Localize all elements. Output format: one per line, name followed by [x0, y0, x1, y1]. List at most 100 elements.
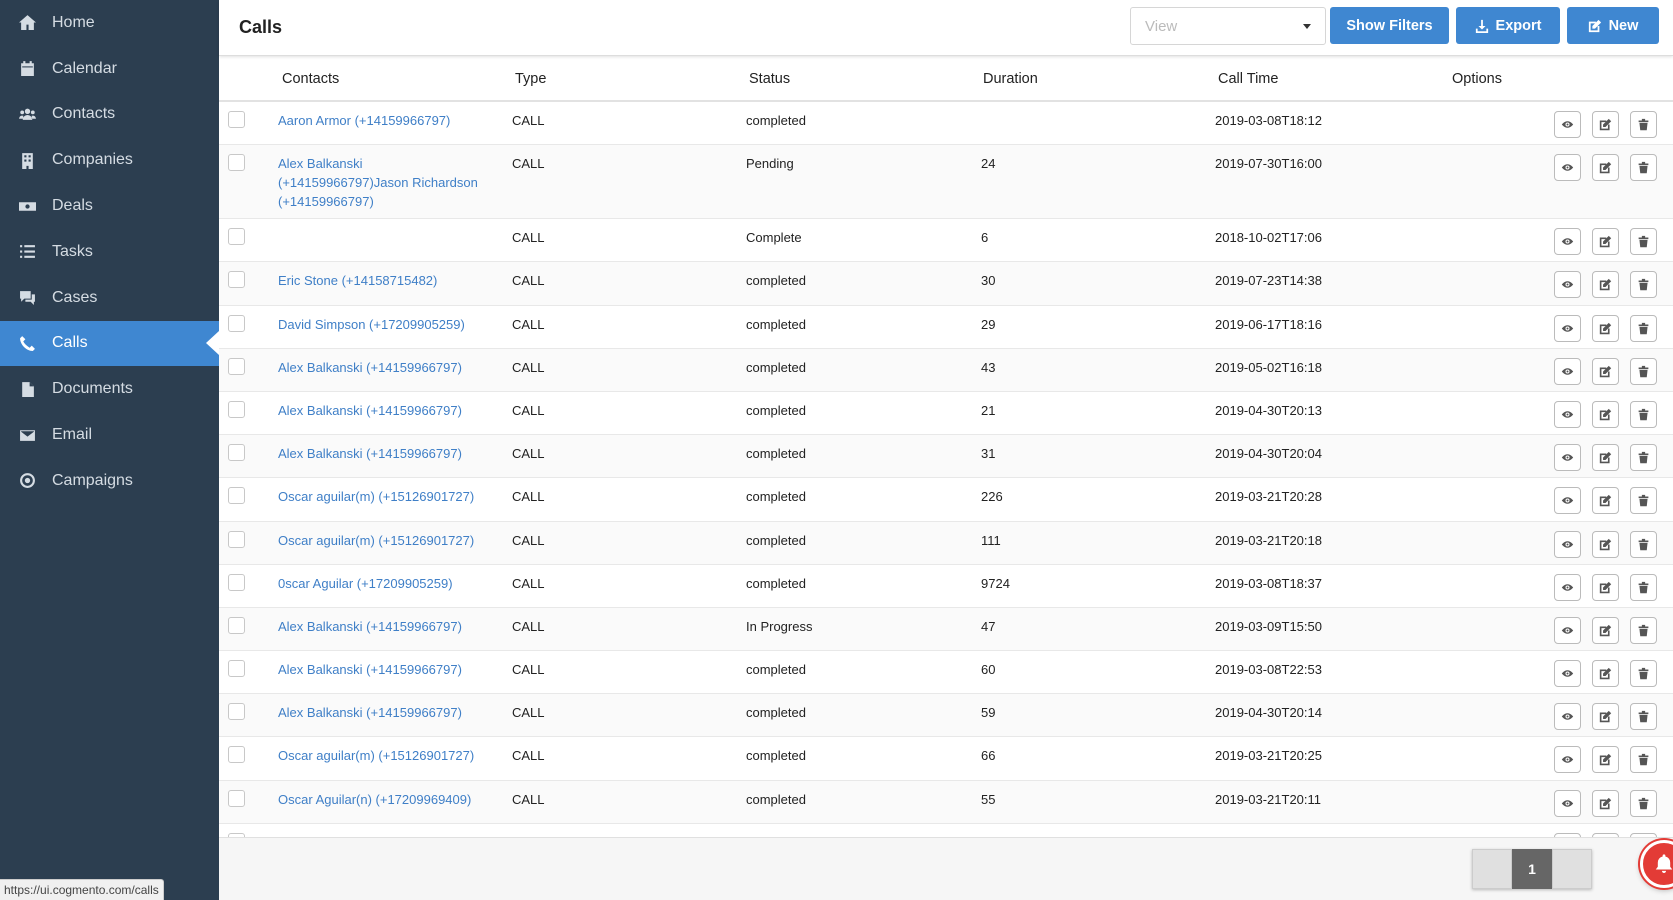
sidebar-item-calls[interactable]: Calls	[0, 320, 219, 367]
view-button[interactable]	[1554, 530, 1581, 558]
contact-link[interactable]: Alex Balkanski (+14159966797)	[278, 402, 462, 418]
edit-button[interactable]	[1592, 271, 1619, 299]
edit-button[interactable]	[1592, 228, 1619, 256]
delete-button[interactable]	[1630, 314, 1657, 342]
delete-button[interactable]	[1630, 616, 1657, 644]
prev-page-button[interactable]	[1472, 849, 1512, 889]
sidebar-item-cases[interactable]: Cases	[0, 275, 219, 321]
delete-button[interactable]	[1630, 271, 1657, 299]
contact-link[interactable]: 0scar Aguilar (+17209905259)	[278, 575, 453, 591]
next-page-button[interactable]	[1552, 849, 1592, 889]
view-button[interactable]	[1554, 746, 1581, 774]
row-checkbox[interactable]	[228, 530, 245, 548]
contact-link[interactable]: Oscar aguilar(m) (+15126901727)	[278, 532, 475, 548]
edit-button[interactable]	[1592, 400, 1619, 428]
delete-button[interactable]	[1630, 703, 1657, 731]
view-button[interactable]	[1554, 357, 1581, 385]
contact-link[interactable]: Alex Balkanski (+14159966797)	[278, 359, 462, 375]
contact-link[interactable]: Alex Balkanski (+14159966797)	[278, 705, 462, 721]
contact-link[interactable]: Oscar aguilar(m) (+15126901727)	[278, 489, 475, 505]
row-checkbox[interactable]	[228, 832, 245, 837]
contact-link[interactable]: Alex Balkanski (+14159966797)Jason Richa…	[278, 156, 478, 210]
view-button[interactable]	[1554, 444, 1581, 472]
edit-button[interactable]	[1592, 660, 1619, 688]
delete-button[interactable]	[1630, 400, 1657, 428]
edit-button[interactable]	[1592, 487, 1619, 515]
contact-link[interactable]: Alex Balkanski (+14159966797)	[278, 446, 462, 462]
sidebar-item-calendar[interactable]: Calendar	[0, 46, 219, 92]
row-checkbox[interactable]	[228, 660, 245, 678]
delete-button[interactable]	[1630, 444, 1657, 472]
view-button[interactable]	[1554, 703, 1581, 731]
new-button[interactable]: New	[1567, 7, 1659, 44]
contact-link[interactable]: Alex Balkanski (+14159966797)	[278, 662, 462, 678]
sidebar-item-documents[interactable]: Documents	[0, 366, 219, 412]
delete-button[interactable]	[1630, 357, 1657, 385]
contact-link[interactable]: Eric Stone (+14158715482)	[278, 273, 438, 289]
column-header-contacts[interactable]: Contacts	[282, 71, 340, 87]
delete-button[interactable]	[1630, 154, 1657, 182]
view-button[interactable]	[1554, 400, 1581, 428]
view-button[interactable]	[1554, 228, 1581, 256]
edit-button[interactable]	[1592, 111, 1619, 138]
column-header-call-time[interactable]: Call Time	[1218, 71, 1279, 87]
row-checkbox[interactable]	[228, 228, 245, 246]
view-button[interactable]	[1554, 271, 1581, 299]
row-checkbox[interactable]	[228, 444, 245, 462]
edit-button[interactable]	[1592, 573, 1619, 601]
row-checkbox[interactable]	[228, 154, 245, 172]
delete-button[interactable]	[1630, 789, 1657, 817]
view-button[interactable]	[1554, 789, 1581, 817]
delete-button[interactable]	[1630, 111, 1657, 138]
edit-button[interactable]	[1592, 154, 1619, 182]
edit-button[interactable]	[1592, 789, 1619, 817]
row-checkbox[interactable]	[228, 616, 245, 634]
row-checkbox[interactable]	[228, 111, 245, 128]
delete-button[interactable]	[1630, 660, 1657, 688]
delete-button[interactable]	[1630, 487, 1657, 515]
export-button[interactable]: Export	[1456, 7, 1560, 44]
view-button[interactable]	[1554, 314, 1581, 342]
view-button[interactable]	[1554, 487, 1581, 515]
delete-button[interactable]	[1630, 746, 1657, 774]
delete-button[interactable]	[1630, 228, 1657, 256]
edit-button[interactable]	[1592, 357, 1619, 385]
sidebar-item-contacts[interactable]: Contacts	[0, 92, 219, 138]
edit-button[interactable]	[1592, 746, 1619, 774]
sidebar-item-home[interactable]: Home	[0, 0, 219, 46]
column-header-status[interactable]: Status	[749, 71, 791, 87]
view-button[interactable]	[1554, 573, 1581, 601]
edit-button[interactable]	[1592, 530, 1619, 558]
contact-link[interactable]: Oscar Aguilar(n) (+17209969409)	[278, 791, 472, 807]
view-select[interactable]: View	[1130, 7, 1326, 45]
delete-button[interactable]	[1630, 573, 1657, 601]
contact-link[interactable]: Alex Balkanski (+14159966797)	[278, 618, 462, 634]
row-checkbox[interactable]	[228, 703, 245, 721]
contact-link[interactable]: Aaron Armor (+14159966797)	[278, 113, 451, 128]
delete-button[interactable]	[1630, 832, 1657, 837]
view-button[interactable]	[1554, 616, 1581, 644]
edit-button[interactable]	[1592, 314, 1619, 342]
row-checkbox[interactable]	[228, 400, 245, 418]
show-filters-button[interactable]: Show Filters	[1330, 7, 1449, 44]
row-checkbox[interactable]	[228, 789, 245, 807]
sidebar-item-email[interactable]: Email	[0, 412, 219, 458]
row-checkbox[interactable]	[228, 573, 245, 591]
edit-button[interactable]	[1592, 703, 1619, 731]
edit-button[interactable]	[1592, 616, 1619, 644]
contact-link[interactable]: Oscar aguilar(m) (+15126901727)	[278, 748, 475, 764]
row-checkbox[interactable]	[228, 271, 245, 289]
notification-bell-button[interactable]	[1640, 840, 1673, 888]
sidebar-item-campaigns[interactable]: Campaigns	[0, 458, 219, 504]
delete-button[interactable]	[1630, 530, 1657, 558]
view-button[interactable]	[1554, 154, 1581, 182]
column-header-type[interactable]: Type	[515, 71, 547, 87]
contact-link[interactable]: David Simpson (+17209905259)	[278, 316, 465, 332]
sidebar-item-companies[interactable]: Companies	[0, 137, 219, 183]
edit-button[interactable]	[1592, 832, 1619, 837]
row-checkbox[interactable]	[228, 357, 245, 375]
row-checkbox[interactable]	[228, 746, 245, 764]
row-checkbox[interactable]	[228, 487, 245, 505]
sidebar-item-deals[interactable]: Deals	[0, 183, 219, 229]
edit-button[interactable]	[1592, 444, 1619, 472]
